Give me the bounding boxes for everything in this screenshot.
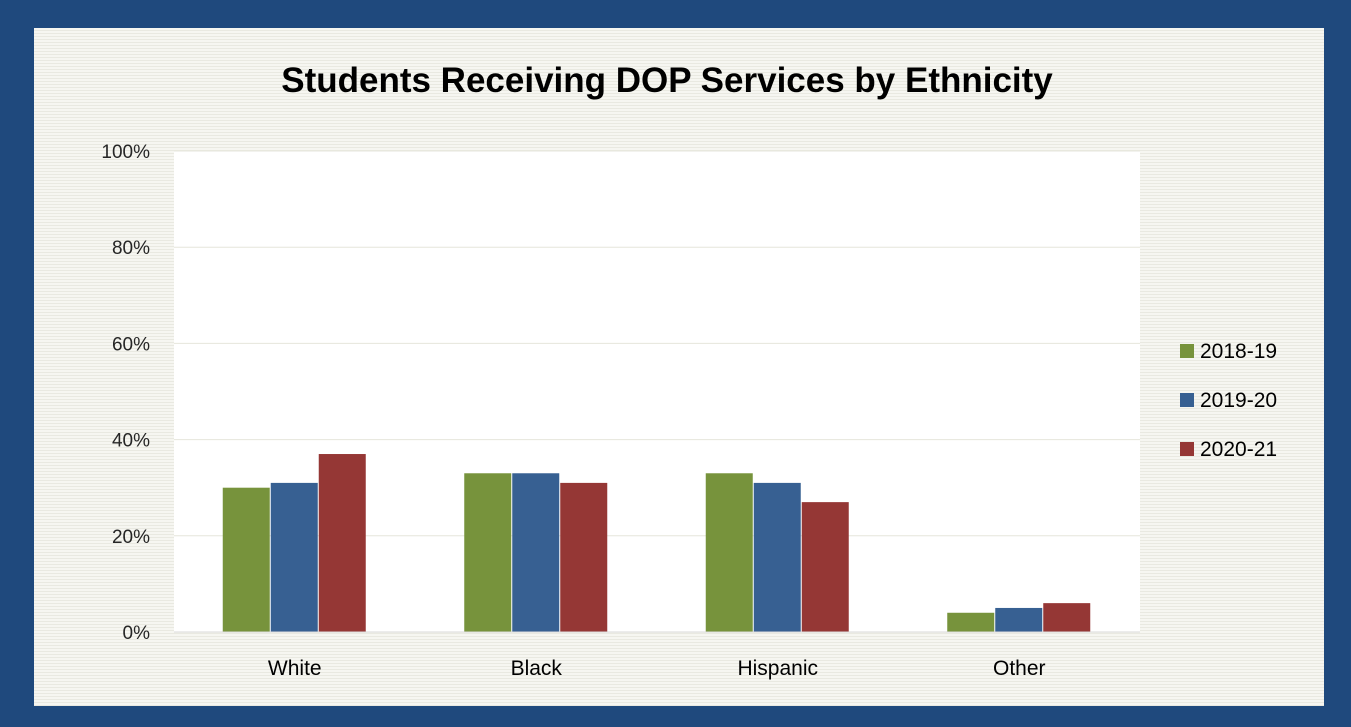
bar-2018-19-other (947, 612, 995, 632)
y-tick-label: 20% (112, 527, 150, 548)
bar-2020-21-black (560, 482, 608, 632)
chart-panel: Students Receiving DOP Services by Ethni… (34, 28, 1324, 706)
legend-swatch-2020-21 (1180, 442, 1194, 456)
bar-2019-20-other (995, 607, 1043, 632)
y-tick-label: 60% (112, 334, 150, 355)
category-label-black: Black (511, 657, 563, 680)
y-tick-label: 0% (123, 623, 151, 644)
legend-label-2018-19: 2018-19 (1200, 340, 1277, 363)
bar-2020-21-white (318, 454, 366, 632)
y-axis-ticks: 0% 20% 40% 60% 80% 100% (101, 142, 150, 644)
legend-swatch-2018-19 (1180, 344, 1194, 358)
y-tick-label: 80% (112, 238, 150, 259)
category-label-other: Other (993, 657, 1046, 680)
legend: 2018-19 2019-20 2020-21 (1180, 340, 1277, 461)
y-tick-label: 100% (101, 142, 150, 163)
y-tick-label: 40% (112, 431, 150, 452)
legend-label-2019-20: 2019-20 (1200, 389, 1277, 412)
bar-2019-20-white (270, 482, 318, 632)
bar-2019-20-black (512, 473, 560, 632)
bar-2018-19-white (222, 487, 270, 632)
bar-chart: Students Receiving DOP Services by Ethni… (101, 61, 1277, 680)
bar-2020-21-hispanic (801, 502, 849, 632)
bars (222, 454, 1091, 632)
category-label-hispanic: Hispanic (737, 657, 818, 680)
x-axis-categories: White Black Hispanic Other (268, 657, 1046, 680)
legend-swatch-2019-20 (1180, 393, 1194, 407)
bar-2019-20-hispanic (753, 482, 801, 632)
chart-title: Students Receiving DOP Services by Ethni… (281, 61, 1053, 100)
bar-2018-19-hispanic (705, 473, 753, 632)
legend-label-2020-21: 2020-21 (1200, 438, 1277, 461)
category-label-white: White (268, 657, 322, 680)
bar-2018-19-black (464, 473, 512, 632)
bar-2020-21-other (1043, 603, 1091, 632)
